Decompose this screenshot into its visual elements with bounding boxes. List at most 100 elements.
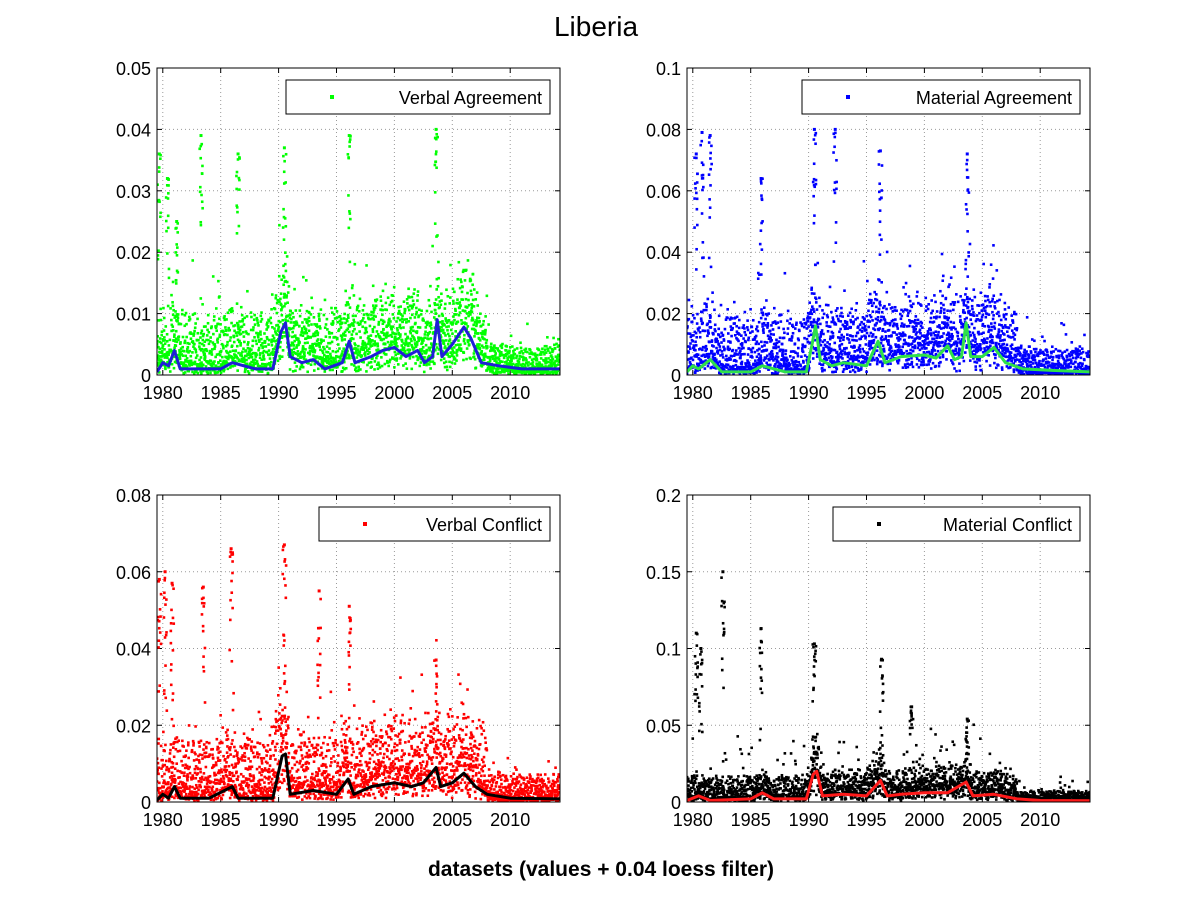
scatter-point xyxy=(900,308,903,312)
scatter-point xyxy=(696,364,700,368)
scatter-point xyxy=(925,363,929,367)
scatter-point xyxy=(371,284,375,288)
scatter-point xyxy=(445,321,449,324)
scatter-point xyxy=(973,353,977,357)
scatter-point xyxy=(333,317,337,320)
scatter-point xyxy=(488,359,492,363)
scatter-point xyxy=(358,350,362,354)
scatter-point xyxy=(491,354,494,358)
scatter-point xyxy=(415,343,419,346)
scatter-point xyxy=(250,355,254,359)
scatter-point xyxy=(259,333,262,336)
scatter-point xyxy=(440,312,444,316)
scatter-point xyxy=(980,315,984,319)
scatter-point xyxy=(746,359,749,362)
scatter-point xyxy=(173,360,177,364)
scatter-point xyxy=(308,344,312,348)
scatter-point xyxy=(533,372,537,375)
scatter-point xyxy=(329,352,332,356)
scatter-point xyxy=(357,365,360,369)
scatter-point xyxy=(919,304,923,307)
scatter-point xyxy=(389,333,393,337)
scatter-point xyxy=(304,337,308,340)
scatter-point xyxy=(687,345,690,348)
scatter-point xyxy=(316,325,319,329)
scatter-point xyxy=(444,339,448,342)
scatter-point xyxy=(738,369,742,372)
scatter-point xyxy=(189,337,193,341)
scatter-point xyxy=(462,339,466,343)
scatter-point xyxy=(199,331,203,335)
scatter-point xyxy=(966,275,970,278)
scatter-point xyxy=(693,316,696,320)
scatter-point xyxy=(913,346,917,350)
scatter-point xyxy=(764,317,767,321)
scatter-point xyxy=(167,353,170,356)
scatter-point xyxy=(799,364,802,368)
scatter-point xyxy=(435,132,439,136)
scatter-point xyxy=(881,362,884,365)
scatter-point xyxy=(538,364,542,367)
scatter-point xyxy=(216,337,220,341)
scatter-point xyxy=(477,316,481,320)
scatter-point xyxy=(341,350,344,353)
scatter-point xyxy=(872,338,876,342)
scatter-point xyxy=(918,328,922,332)
scatter-point xyxy=(952,343,956,346)
scatter-point xyxy=(689,342,692,345)
scatter-point xyxy=(422,339,425,342)
scatter-point xyxy=(519,341,522,345)
scatter-point xyxy=(166,304,170,308)
y-tick-label: 0.04 xyxy=(646,243,681,263)
scatter-point xyxy=(953,265,956,268)
scatter-point xyxy=(225,343,229,347)
scatter-point xyxy=(418,348,422,351)
scatter-point xyxy=(690,356,693,360)
scatter-point xyxy=(405,341,408,345)
scatter-point xyxy=(259,320,263,323)
scatter-point xyxy=(195,339,199,342)
scatter-point xyxy=(425,363,428,367)
scatter-point xyxy=(841,349,844,353)
scatter-point xyxy=(702,353,706,357)
scatter-point xyxy=(402,326,405,329)
scatter-point xyxy=(947,285,950,289)
scatter-point xyxy=(989,333,993,337)
scatter-point xyxy=(970,304,974,308)
scatter-point xyxy=(952,303,956,307)
scatter-point xyxy=(294,334,297,337)
scatter-point xyxy=(157,345,160,349)
scatter-point xyxy=(441,314,445,317)
scatter-point xyxy=(268,353,271,357)
scatter-point xyxy=(285,255,289,258)
scatter-point xyxy=(807,366,811,370)
scatter-point xyxy=(796,352,799,355)
scatter-point xyxy=(830,310,833,314)
scatter-point xyxy=(230,364,233,368)
scatter-point xyxy=(353,262,357,266)
scatter-point xyxy=(859,337,863,341)
scatter-point xyxy=(1011,319,1015,322)
scatter-point xyxy=(886,356,889,359)
scatter-point xyxy=(237,176,241,180)
scatter-point xyxy=(1014,359,1017,363)
scatter-point xyxy=(1000,329,1004,333)
scatter-point xyxy=(726,316,729,320)
scatter-point xyxy=(935,316,938,320)
scatter-point xyxy=(855,356,858,360)
scatter-point xyxy=(429,342,433,345)
scatter-point xyxy=(879,337,883,340)
scatter-point xyxy=(754,342,758,346)
scatter-point xyxy=(220,342,224,346)
scatter-point xyxy=(499,351,503,354)
scatter-point xyxy=(751,318,755,322)
scatter-point xyxy=(260,317,264,321)
scatter-point xyxy=(531,364,535,367)
scatter-point xyxy=(484,341,488,345)
scatter-point xyxy=(354,343,357,347)
scatter-point xyxy=(201,338,205,342)
scatter-point xyxy=(282,276,286,279)
scatter-point xyxy=(193,326,197,330)
scatter-point xyxy=(428,346,432,350)
scatter-point xyxy=(997,328,1001,331)
